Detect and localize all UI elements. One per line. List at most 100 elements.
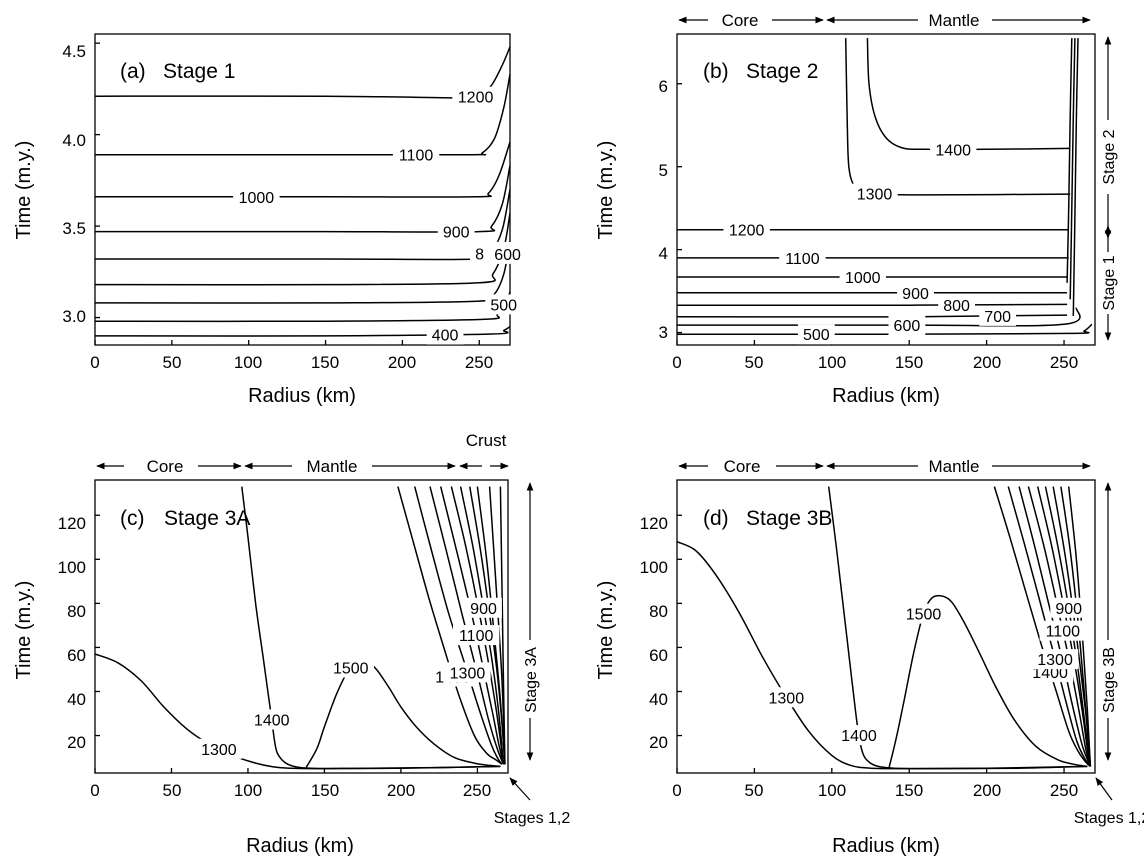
- panel-b-core-label: Core: [722, 11, 759, 30]
- panel-a-contour-label-900: 900: [443, 225, 470, 242]
- panel-a-y-axis-label: Time (m.y.): [13, 141, 35, 240]
- panel-d-x-tick-0: 0: [672, 781, 681, 800]
- panel-b-contour-label-bg-5: [897, 282, 934, 303]
- panel-a-contour-label-400: 400: [432, 328, 459, 345]
- panel-d-x-tick-3: 150: [895, 781, 923, 800]
- panel-c-contour-label-1300: 1300: [450, 665, 486, 682]
- panel-d-contour-label-bg-2: [900, 603, 947, 624]
- panel-a: 120011001000900800700600500400 (a) Stage…: [13, 33, 526, 407]
- panel-a-contour-1200-0: [94, 46, 511, 99]
- panel-a-x-tick-3: 150: [311, 353, 339, 372]
- panel-d-x-axis-label: Radius (km): [832, 835, 940, 857]
- panel-d-x-tick-1: 50: [745, 781, 764, 800]
- panel-a-label: (a): [120, 60, 146, 83]
- panel-c-contour-label-1500: 1500: [333, 660, 369, 677]
- panel-c-contour-crust-12: [499, 486, 506, 765]
- panel-b-contour-surface-11: [1069, 38, 1076, 300]
- panel-c-x-tick-2: 100: [234, 781, 262, 800]
- panel-d-stage3b-label: Stage 3B: [1101, 647, 1118, 713]
- panel-c-label: (c): [120, 507, 145, 530]
- panel-d-contour-label-1300: 1300: [769, 690, 805, 707]
- panel-b-x-tick-2: 100: [818, 353, 846, 372]
- panel-b-label: (b): [703, 60, 729, 83]
- panel-d-core-label: Core: [724, 457, 761, 476]
- panel-d-mantle-label: Mantle: [928, 457, 979, 476]
- panel-d-contour-label-bg-8: [1050, 597, 1088, 618]
- panel-c-contour-label-bg-0: [195, 738, 243, 759]
- panel-b-contour-label-bg-6: [938, 294, 975, 315]
- panel-d-y-tick-1: 40: [649, 690, 668, 709]
- panel-a-y-tick-1: 3.5: [62, 219, 86, 238]
- panel-b-x-tick-4: 200: [973, 353, 1001, 372]
- panel-c-contour-1000-7: [450, 486, 505, 765]
- panel-b-stage2-label: Stage 2: [1101, 129, 1118, 184]
- panel-c-y-tick-0: 20: [67, 733, 86, 752]
- panel-c-contour-1300-4: [413, 486, 503, 765]
- panel-d-stages12-pointer: [1095, 777, 1113, 801]
- panel-b-contour-label-bg-1: [851, 183, 898, 204]
- panel-b-contour-label-bg-8: [888, 315, 926, 336]
- panel-a-x-tick-0: 0: [90, 353, 99, 372]
- panel-a-contour-label-bg-1: [392, 144, 440, 165]
- panel-c-contour-label-900: 900: [470, 601, 497, 618]
- panel-b-stage1-label: Stage 1: [1101, 255, 1118, 310]
- panel-c-plot-frame: [94, 479, 509, 774]
- panel-a-plot-area: 120011001000900800700600500400: [94, 42, 526, 345]
- panel-c-contour-label-bg-1: [248, 709, 295, 730]
- panel-c-y-tick-3: 80: [67, 602, 86, 621]
- panel-d-y-tick-3: 80: [649, 602, 668, 621]
- panel-d-y-axis-label: Time (m.y.): [595, 581, 617, 680]
- panel-a-x-tick-4: 200: [388, 353, 416, 372]
- panel-b-y-tick-1: 4: [659, 244, 668, 263]
- panel-c-stages12-label: Stages 1,2: [494, 810, 571, 827]
- panel-d-contour-label-bg-1: [835, 725, 883, 746]
- panel-d-stages12-label: Stages 1,2: [1074, 810, 1144, 827]
- panel-c-y-tick-4: 100: [58, 558, 86, 577]
- panel-b-contour-label-500: 500: [803, 327, 830, 344]
- panel-d-contour-label-1300: 1300: [1037, 652, 1073, 669]
- panel-d-contour-1500-2: [888, 594, 1088, 768]
- panel-b-contour-surface-12: [1072, 38, 1079, 317]
- panel-b-y-tick-0: 3: [659, 323, 668, 342]
- panel-a-x-tick-5: 250: [465, 353, 493, 372]
- panel-b-title: Stage 2: [746, 60, 818, 83]
- panel-c-y-tick-2: 60: [67, 646, 86, 665]
- panel-d-contour-label-1400: 1400: [1032, 665, 1068, 682]
- panel-b-contour-label-1200: 1200: [729, 223, 765, 240]
- panel-d-x-tick-4: 200: [973, 781, 1001, 800]
- panel-b-x-tick-1: 50: [745, 353, 764, 372]
- panel-b-contour-1400-0: [866, 38, 1071, 151]
- panel-b-contour-label-bg-3: [779, 247, 826, 268]
- panel-c-contour-1400-1: [241, 486, 501, 770]
- panel-c-contour-1400-3: [397, 486, 503, 765]
- panel-b-contour-label-1100: 1100: [785, 251, 820, 268]
- panel-a-contour-label-bg-8: [426, 324, 464, 345]
- panel-b-contour-label-bg-2: [723, 219, 770, 240]
- panel-a-contour-label-bg-3: [437, 221, 475, 242]
- panel-c-y-tick-1: 40: [67, 690, 86, 709]
- panel-d-y-tick-5: 120: [640, 514, 668, 533]
- panel-a-contour-900-3: [94, 165, 511, 233]
- panel-c-stage3a-label: Stage 3A: [523, 647, 540, 713]
- panel-c-stages12-pointer: [509, 777, 531, 801]
- panel-b-y-tick-2: 5: [659, 161, 668, 180]
- panel-a-contour-label-bg-6: [489, 243, 526, 264]
- panel-d-y-tick-4: 100: [640, 558, 668, 577]
- panel-c-contour-label-1300: 1300: [201, 742, 237, 759]
- panel-d-title: Stage 3B: [746, 507, 832, 530]
- panel-d-plot-frame: [676, 479, 1096, 774]
- panel-a-contour-label-bg-0: [452, 86, 499, 107]
- panel-a-plot-frame: [94, 33, 511, 346]
- panel-a-contour-label-600: 600: [494, 247, 521, 264]
- panel-b-contour-800-6: [676, 303, 1068, 306]
- panel-a-contour-500-7: [94, 291, 511, 323]
- panel-d-label: (d): [703, 507, 729, 530]
- panel-b-contour-1300-1: [844, 38, 1071, 196]
- panel-c-crust-label: Crust: [466, 431, 507, 450]
- panel-d-y-tick-2: 60: [649, 646, 668, 665]
- panel-a-contour-label-bg-7: [485, 294, 523, 315]
- panel-b-contour-label-1000: 1000: [845, 270, 881, 287]
- panel-b-y-tick-3: 6: [659, 77, 668, 96]
